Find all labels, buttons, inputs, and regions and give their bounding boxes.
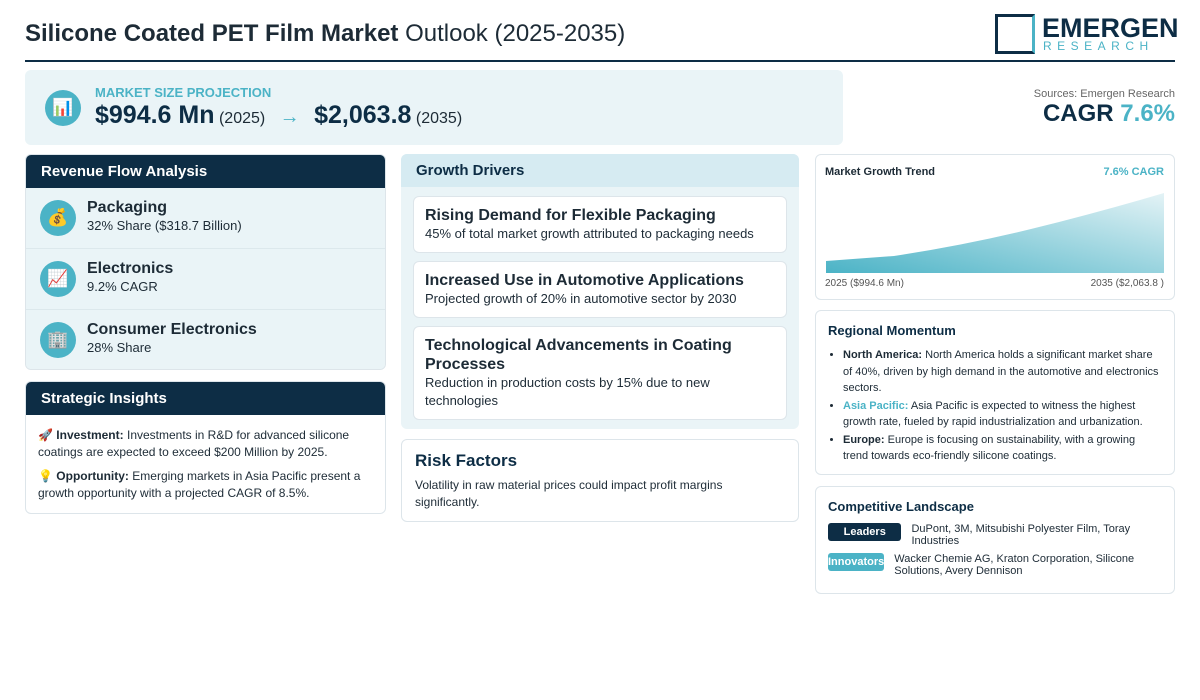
regional-title: Regional Momentum [828,323,956,338]
trend-area [826,193,1164,273]
revenue-name: Packaging [87,199,168,216]
driver-text: 45% of total market growth attributed to… [425,226,754,241]
arrow: → [279,106,300,128]
revenue-name: Consumer Electronics [87,321,257,338]
start-year: (2025) [218,110,266,127]
drivers-title: Growth Drivers [401,154,799,187]
driver-text: Projected growth of 20% in automotive se… [425,291,737,306]
driver-title: Rising Demand for Flexible Packaging [425,207,716,224]
revenue-card: Revenue Flow Analysis 💰 Packaging 32% Shar… [25,154,386,370]
comp-group: Innovators Wacker Chemie AG, Kraton Corpo… [828,553,1162,577]
region-name: Europe: [843,433,885,446]
insights-body: 🚀 Investment: Investments in R&D for adv… [26,415,385,502]
revenue-item: 🏢 Consumer Electronics 28% Share [26,310,385,369]
end-value: $2,063.8 [314,101,412,129]
revenue-detail: 9.2% CAGR [87,279,158,294]
comp-tag: Innovators [828,553,885,571]
cagr-label: CAGR [1042,100,1114,127]
projection-values: $994.6 Mn (2025) → $2,063.8 (2035) [95,101,462,130]
start-value: $994.6 Mn [95,101,215,129]
driver-title: Increased Use in Automotive Applications [425,272,744,289]
regional-list: North America: North America holds a sig… [828,347,1162,465]
insight-text: Emerging markets in Asia Pacific present… [38,469,361,500]
revenue-title: Revenue Flow Analysis [26,155,385,188]
driver: Technological Advancements in Coating Pr… [413,326,787,420]
competitive-title: Competitive Landscape [828,499,974,514]
sources: Sources: Emergen Research [1033,88,1175,100]
risk-card: Risk Factors Volatility in raw material … [401,439,799,522]
insight-label: Opportunity: [56,469,129,483]
title-rest: Outlook (2025-2035) [405,20,626,47]
region-name: North America: [843,349,923,361]
projection-box: 📊 MARKET SIZE PROJECTION $994.6 Mn (2025… [25,70,843,145]
cagr: CAGR 7.6% [1043,100,1175,128]
comp-text: Wacker Chemie AG, Kraton Corporation, Si… [894,553,1135,577]
revenue-item: 📈 Electronics 9.2% CAGR [26,249,385,310]
revenue-name: Electronics [87,260,174,277]
page-title: Silicone Coated PET Film Market Outlook … [25,20,625,48]
drivers-card: Growth Drivers Rising Demand for Flexibl… [401,154,799,429]
region-text: Asia Pacific is expected to witness the … [843,399,1143,429]
region-item: Asia Pacific: Asia Pacific is expected t… [843,398,1162,431]
revenue-detail: 28% Share [87,340,152,355]
icon: 💰 [40,200,76,236]
comp-text: DuPont, 3M, Mitsubishi Polyester Film, T… [911,523,1131,547]
cagr-value: 7.6% [1120,100,1175,127]
revenue-detail: 32% Share ($318.7 Billion) [87,218,242,233]
region-item: Europe: Europe is focusing on sustainabi… [843,432,1162,465]
insights-card: Strategic Insights 🚀 Investment: Investm… [25,381,386,514]
region-text: North America holds a significant market… [843,349,1159,394]
logo-sub: RESEARCH [1043,39,1154,53]
revenue-item: 💰 Packaging 32% Share ($318.7 Billion) [26,188,385,249]
comp-tag: Leaders [828,523,902,541]
risk-title: Risk Factors [415,451,518,470]
projection-label: MARKET SIZE PROJECTION [95,85,272,100]
driver-title: Technological Advancements in Coating Pr… [425,337,732,373]
trend-title: Market Growth Trend [825,166,936,178]
trend-end: 2035 ($2,063.8 ) [1090,278,1164,289]
trend-badge: 7.6% CAGR [1103,166,1164,178]
risk-text: Volatility in raw material prices could … [415,478,723,509]
region-name: Asia Pacific: [843,399,909,412]
region-item: North America: North America holds a sig… [843,347,1162,397]
icon: 🏢 [40,322,76,358]
insight-text: Investments in R&D for advanced silicone… [38,428,350,459]
driver-text: Reduction in production costs by 15% due… [425,375,710,408]
trend-card: Market Growth Trend 7.6% CAGR 2025 ($994… [815,154,1175,300]
projection-icon: 📊 [45,90,81,126]
driver: Increased Use in Automotive Applications… [413,261,787,318]
driver: Rising Demand for Flexible Packaging 45% … [413,196,787,253]
trend-start: 2025 ($994.6 Mn) [825,278,904,289]
insight-label: Investment: [56,428,124,442]
insight: 💡 Opportunity: Emerging markets in Asia … [38,469,361,500]
trend-shape [826,193,1164,273]
logo-main: EMERGEN [1042,13,1179,43]
header-rule [25,60,1175,62]
end-year: (2035) [415,110,463,127]
insights-title: Strategic Insights [26,382,385,415]
logo-mark [995,14,1035,54]
title-bold: Silicone Coated PET Film Market [25,20,399,47]
region-text: Europe is focusing on sustainability, wi… [843,433,1136,463]
icon: 📈 [40,261,76,297]
comp-group: Leaders DuPont, 3M, Mitsubishi Polyester … [828,523,1162,547]
regional-card: Regional Momentum North America: North A… [815,310,1175,475]
competitive-card: Competitive Landscape Leaders DuPont, 3M,… [815,486,1175,594]
insight: 🚀 Investment: Investments in R&D for adv… [38,428,350,459]
